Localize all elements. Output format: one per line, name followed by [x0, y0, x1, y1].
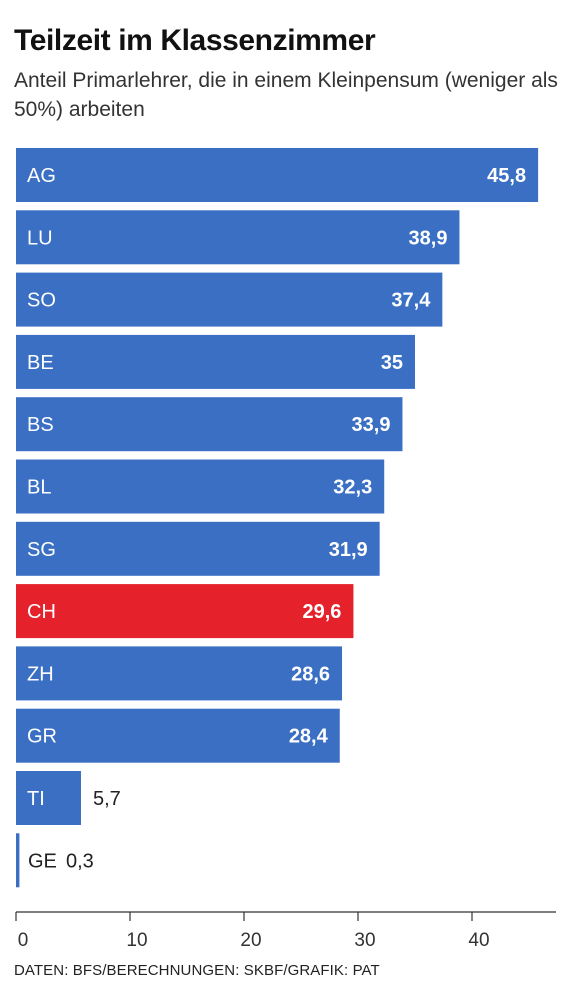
category-label-lu: LU	[27, 227, 53, 249]
bar-ti	[16, 771, 81, 825]
value-label-bl: 32,3	[333, 477, 372, 499]
category-label-ti: TI	[27, 788, 45, 810]
value-label-ag: 45,8	[487, 165, 526, 187]
bar-ge	[16, 833, 20, 888]
category-label-ag: AG	[27, 165, 56, 187]
source-note: DATEN: BFS/BERECHNUNGEN: SKBF/GRAFIK: PA…	[14, 962, 380, 979]
value-label-bs: 33,9	[352, 414, 391, 436]
value-label-ti: 5,7	[93, 788, 121, 810]
category-label-so: SO	[27, 290, 56, 312]
category-label-ch: CH	[27, 601, 56, 623]
value-label-lu: 38,9	[409, 227, 448, 249]
chart-subtitle: Anteil Primarlehrer, die in einem Kleinp…	[14, 69, 558, 121]
category-label-sg: SG	[27, 539, 56, 561]
value-label-ge: 0,3	[66, 850, 94, 872]
bar-gr	[16, 708, 340, 763]
value-label-zh: 28,6	[291, 663, 330, 685]
x-tick-label-10: 10	[126, 930, 147, 951]
bar-lu	[16, 210, 460, 265]
category-label-gr: GR	[27, 726, 57, 748]
category-label-bl: BL	[27, 477, 51, 499]
bar-ag	[16, 148, 539, 202]
category-label-be: BE	[27, 352, 54, 374]
x-tick-label-0: 0	[18, 930, 29, 951]
value-label-gr: 28,4	[289, 726, 329, 748]
value-label-sg: 31,9	[329, 539, 368, 561]
bar-zh	[16, 646, 343, 701]
category-label-ge: GE	[28, 850, 57, 872]
bar-sg	[16, 521, 380, 576]
bar-bl	[16, 459, 385, 514]
chart-title: Teilzeit im Klassenzimmer	[14, 24, 376, 57]
category-label-bs: BS	[27, 414, 54, 436]
x-tick-label-20: 20	[240, 930, 261, 951]
bar-be	[16, 334, 415, 389]
x-tick-label-30: 30	[354, 930, 375, 951]
bar-bs	[16, 397, 403, 452]
category-label-zh: ZH	[27, 663, 54, 685]
value-label-so: 37,4	[391, 290, 431, 312]
x-tick-label-40: 40	[468, 930, 489, 951]
bar-so	[16, 272, 443, 327]
value-label-ch: 29,6	[303, 601, 342, 623]
bar-ch	[16, 584, 354, 639]
value-label-be: 35	[381, 352, 403, 374]
